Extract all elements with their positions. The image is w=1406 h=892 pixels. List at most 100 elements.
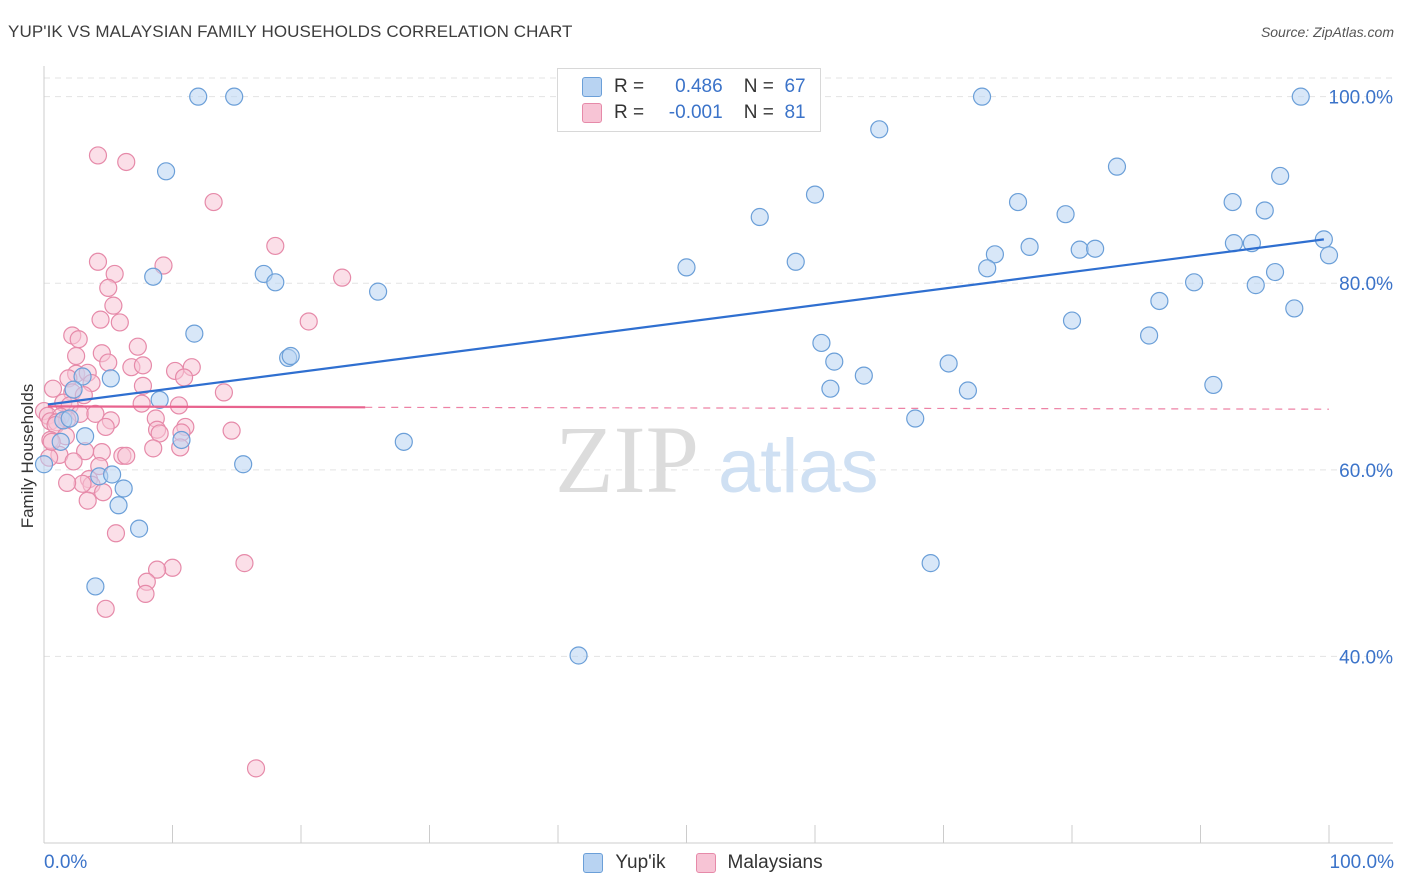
yupik-point	[129, 519, 149, 538]
malaysians-point	[99, 278, 118, 298]
yupik-legend-swatch	[583, 853, 604, 873]
yupik-point	[812, 333, 831, 353]
watermark-atlas: atlas	[718, 424, 879, 509]
correlation-legend: R = 0.486 N = 67 R = -0.001 N = 81	[557, 68, 821, 132]
yupik-legend-label: Yup'ik	[615, 852, 666, 873]
malaysians-r-value: -0.001	[668, 102, 723, 123]
y-tick-labels: 40.0% 60.0% 80.0% 100.0%	[1329, 88, 1394, 669]
yupik-point	[281, 346, 300, 366]
malaysians-point	[132, 394, 151, 413]
r-label: R =	[614, 102, 645, 123]
yupik-point	[1255, 201, 1274, 220]
malaysians-point	[169, 396, 189, 415]
yupik-point	[60, 409, 79, 428]
yupik-point	[394, 432, 413, 451]
yupik-point	[821, 379, 840, 398]
malaysians-point	[110, 313, 129, 332]
malaysians-point	[91, 310, 110, 329]
malaysians-points	[34, 146, 352, 778]
y-tick-label: 100.0%	[1329, 88, 1394, 109]
malaysians-point	[154, 256, 173, 275]
malaysians-point	[222, 421, 241, 440]
yupik-point	[150, 390, 169, 409]
malaysians-point	[117, 446, 136, 465]
yupik-point	[1271, 166, 1290, 186]
malaysians-n-value: 81	[784, 102, 806, 123]
malaysians-point	[235, 554, 254, 573]
yupik-point	[64, 380, 83, 399]
yupik-point	[172, 430, 191, 450]
y-tick-label: 40.0%	[1339, 647, 1393, 668]
yupik-point	[109, 496, 128, 515]
malaysians-point	[104, 296, 123, 315]
n-label: N =	[743, 102, 774, 123]
series-legend: Yup'ik Malaysians	[0, 852, 1406, 874]
yupik-swatch	[582, 77, 602, 97]
malaysians-point	[163, 558, 182, 577]
yupik-point	[1291, 87, 1310, 106]
yupik-point	[1062, 311, 1082, 330]
yupik-point	[103, 465, 122, 484]
malaysians-point	[78, 491, 97, 510]
malaysians-point	[58, 473, 77, 492]
yupik-point	[985, 245, 1005, 264]
malaysians-legend-label: Malaysians	[727, 852, 823, 873]
malaysians-point	[174, 368, 194, 387]
yupik-point	[750, 207, 769, 227]
malaysians-point	[106, 524, 126, 543]
yupik-point	[1086, 239, 1105, 258]
malaysians-point	[299, 312, 318, 331]
malaysians-point	[96, 599, 115, 618]
malaysians-point	[333, 268, 352, 287]
yupik-point	[1107, 157, 1127, 176]
yupik-point	[972, 87, 992, 106]
yupik-point	[369, 282, 388, 301]
yupik-point	[1204, 375, 1223, 395]
yupik-point	[189, 87, 208, 106]
yupik-point	[266, 273, 285, 292]
malaysians-point	[214, 383, 233, 402]
malaysians-point	[64, 452, 83, 471]
malaysians-point	[133, 356, 153, 375]
malaysians-swatch	[582, 103, 602, 123]
yupik-point	[234, 455, 253, 474]
source-label: Source: ZipAtlas.com	[1260, 24, 1394, 40]
trend-lines	[47, 238, 1330, 410]
yupik-point	[854, 366, 873, 385]
yupik-point	[906, 409, 925, 428]
yupik-point	[958, 381, 978, 400]
x-tick-max: 100.0%	[1329, 852, 1394, 873]
yupik-point	[1008, 192, 1028, 212]
malaysians-point	[266, 236, 285, 256]
r-label: R =	[614, 76, 645, 97]
malaysians-legend-swatch	[695, 853, 716, 873]
malaysians-point	[136, 584, 155, 604]
yupik-point	[101, 369, 120, 388]
malaysians-trend-extension	[365, 406, 1330, 410]
n-label: N =	[743, 76, 774, 97]
legend-item-malaysians: Malaysians	[695, 852, 823, 874]
yupik-point	[1020, 237, 1039, 256]
yupik-point	[76, 427, 95, 446]
malaysians-point	[88, 146, 108, 165]
yupik-trend-line	[47, 238, 1325, 406]
yupik-point	[786, 252, 805, 271]
legend-item-yupik: Yup'ik	[583, 852, 666, 874]
malaysians-point	[246, 759, 266, 778]
watermark: ZIP atlas	[555, 406, 879, 513]
yupik-point	[225, 87, 244, 106]
malaysians-point	[43, 379, 63, 398]
yupik-point	[156, 162, 176, 181]
yupik-points	[34, 87, 1339, 665]
yupik-point	[1139, 326, 1159, 345]
yupik-point	[144, 267, 163, 286]
yupik-point	[1150, 291, 1169, 311]
malaysians-point	[204, 192, 223, 212]
yupik-point	[185, 324, 204, 343]
malaysians-point	[128, 337, 147, 356]
yupik-point	[86, 577, 105, 596]
yupik-point	[1056, 205, 1075, 224]
yupik-point	[870, 120, 889, 139]
yupik-point	[1223, 192, 1242, 212]
